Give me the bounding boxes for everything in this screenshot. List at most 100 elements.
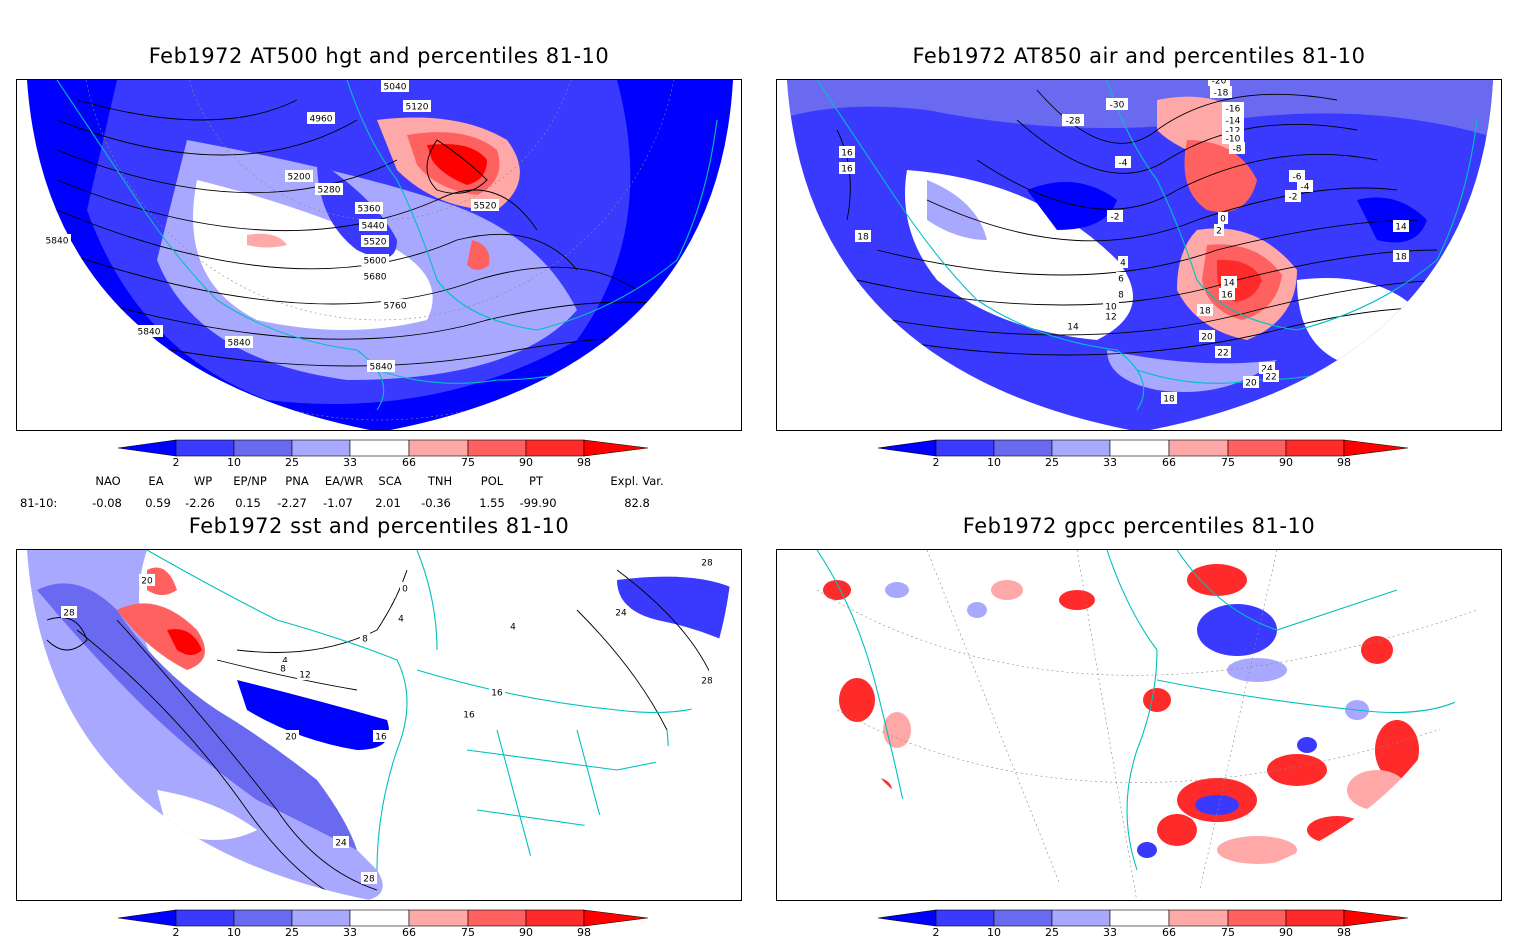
contour-label-bg — [61, 606, 77, 618]
colorbar-tick-label: 90 — [1279, 926, 1293, 939]
contour-label: 16 — [463, 711, 475, 721]
colorbar-air-labels: 2 10 25 33 66 75 90 98 — [878, 456, 1408, 472]
contour-label: 22 — [1217, 349, 1228, 359]
colorbar-tick-label: 75 — [1221, 926, 1235, 939]
colorbar-tick-label: 33 — [343, 456, 357, 469]
contour-label: -28 — [1066, 117, 1081, 127]
colorbar-tick-label: 10 — [227, 926, 241, 939]
contour-label-bg — [297, 668, 313, 680]
contour-label-bg — [1210, 86, 1232, 98]
contour-label-bg — [361, 270, 389, 282]
colorbar-swatch — [1285, 439, 1345, 457]
contour-label: 5440 — [362, 222, 385, 232]
colorbar-swatch — [1285, 909, 1345, 927]
colorbar-gpcc-labels: 2 10 25 33 66 75 90 98 — [878, 926, 1408, 942]
contour-label-bg — [283, 730, 299, 742]
contour-label: 8 — [362, 635, 368, 645]
contour-label-bg — [139, 574, 155, 586]
contour-label-bg — [333, 836, 349, 848]
index-header: PT — [529, 474, 543, 488]
panel-title-gpcc: Feb1972 gpcc percentiles 81-10 — [962, 514, 1316, 538]
contour-label-bg — [855, 230, 871, 242]
contour-label-bg — [361, 254, 389, 266]
contour-label-bg — [361, 872, 377, 884]
index-value: 0.59 — [145, 496, 171, 510]
contour-label-bg — [1215, 346, 1231, 358]
contour-label: 4 — [282, 657, 288, 667]
contour-label: -18 — [1214, 89, 1229, 99]
contour-label: 20 — [1201, 333, 1213, 343]
index-value: -99.90 — [519, 496, 557, 510]
map-panel-air: -20 -18 -16 -14 -12 -10 -8 -30 -28 -4 -6 -4 -2 -2 0 2 4 6… — [776, 79, 1502, 431]
contour-label: 2 — [1216, 227, 1222, 237]
colorbar-swatch — [291, 439, 351, 457]
colorbar-swatch — [349, 909, 410, 927]
contour-label-bg — [381, 299, 409, 311]
contour-label: 5280 — [318, 186, 341, 196]
colorbar-swatch — [233, 439, 293, 457]
contour-label: 4 — [398, 615, 404, 625]
contour-label-bg — [471, 199, 499, 211]
contour-label-bg — [699, 556, 715, 568]
colorbar-tick-label: 10 — [987, 456, 1001, 469]
contour-label: 28 — [701, 677, 713, 687]
colorbar-swatch — [877, 439, 937, 457]
colorbar-swatch — [877, 909, 937, 927]
contour-label: -6 — [1293, 173, 1302, 183]
contour-label-bg — [1222, 102, 1244, 114]
colorbar-tick-label: 75 — [461, 926, 475, 939]
colorbar-sst-labels: 2 10 25 33 66 75 90 98 — [118, 926, 648, 942]
colorbar-gpcc: 2 10 25 33 66 75 90 98 — [877, 909, 1409, 946]
colorbar-swatch — [1109, 439, 1170, 457]
contour-label-bg — [699, 674, 715, 686]
contour-label: 16 — [1221, 291, 1233, 301]
colorbar-sst-swatches — [117, 909, 649, 927]
index-value: -2.27 — [277, 496, 307, 510]
contour-label-bg — [315, 183, 343, 195]
colorbar-swatch — [467, 909, 527, 927]
colorbar-tick-label: 90 — [519, 456, 533, 469]
colorbar-swatch — [233, 909, 293, 927]
contour-label: 5840 — [46, 237, 69, 247]
colorbar-sst: 2 10 25 33 66 75 90 98 — [117, 909, 649, 946]
contour-label-bg — [489, 686, 505, 698]
colorbar-swatch — [583, 439, 649, 457]
colorbar-swatch — [525, 909, 585, 927]
contour-label: 5520 — [474, 202, 497, 212]
contour-label: 16 — [375, 733, 387, 743]
colorbar-swatch — [349, 439, 410, 457]
colorbar-tick-label: 25 — [1045, 926, 1059, 939]
contour-label-bg — [367, 360, 395, 372]
contour-label: 0 — [402, 585, 408, 595]
contour-label: 12 — [299, 671, 310, 681]
contour-label-bg — [1062, 114, 1084, 126]
contour-label: 16 — [841, 165, 853, 175]
contour-label: -30 — [1110, 101, 1125, 111]
colorbar-tick-label: 25 — [1045, 456, 1059, 469]
contour-label-bg — [1118, 256, 1128, 268]
index-header: Expl. Var. — [610, 474, 664, 488]
contour-label-bg — [1219, 288, 1235, 300]
colorbar-tick-label: 98 — [577, 926, 591, 939]
colorbar-swatch — [117, 909, 177, 927]
colorbar-swatch — [408, 439, 469, 457]
contour-label-bg — [1263, 370, 1279, 382]
contour-label-bg — [1222, 114, 1244, 126]
contour-label: 5200 — [288, 173, 311, 183]
colorbar-swatch — [1051, 439, 1111, 457]
contour-label-bg — [1065, 320, 1081, 332]
contour-label-bg — [1297, 180, 1313, 192]
contour-label-bg — [355, 202, 383, 214]
colorbar-swatch — [583, 909, 649, 927]
colorbar-air: 2 10 25 33 66 75 90 98 — [877, 439, 1409, 476]
colorbar-swatch — [117, 439, 177, 457]
contour-label-bg — [1197, 304, 1213, 316]
contour-label-bg — [1221, 276, 1237, 288]
panel-title-hgt: Feb1972 AT500 hgt and percentiles 81-10 — [148, 44, 610, 68]
contour-label-bg — [278, 662, 288, 674]
index-header: TNH — [427, 474, 453, 488]
colorbar-tick-label: 33 — [1103, 456, 1117, 469]
contour-label-bg — [1393, 220, 1409, 232]
contour-label: 14 — [1067, 323, 1079, 333]
contour-label-bg — [43, 234, 71, 246]
